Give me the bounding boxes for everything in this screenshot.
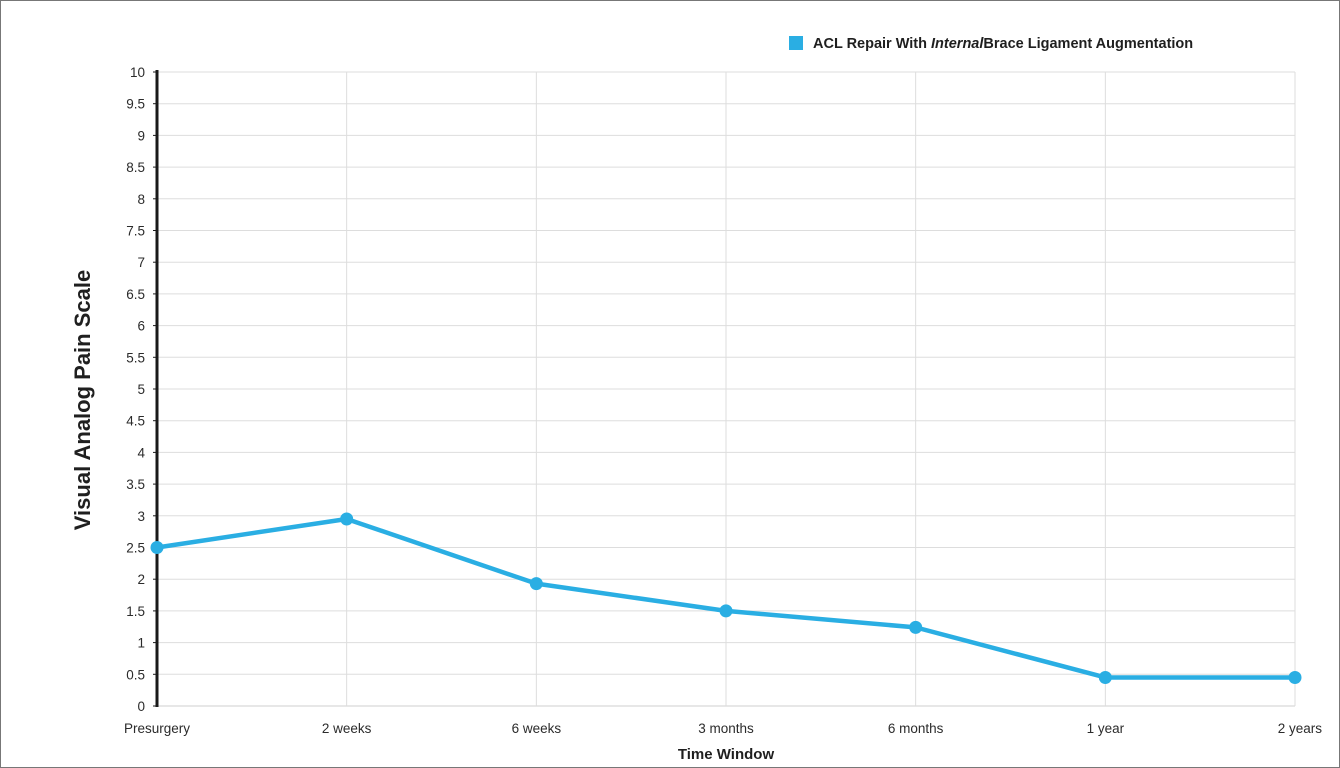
y-tick-label: 7 [137,255,145,270]
y-tick-label: 1 [137,636,145,651]
y-tick-label: 4.5 [126,414,145,429]
data-point [1288,670,1302,684]
x-tick-label: 6 weeks [512,721,562,736]
y-tick-label: 8.5 [126,160,145,175]
y-tick-label: 3 [137,509,145,524]
y-tick-label: 2.5 [126,541,145,556]
x-tick-label: 3 months [698,721,754,736]
legend-label-part-1: ACL Repair With [813,36,931,52]
data-point [909,620,923,634]
data-point [150,541,164,554]
legend: ACL Repair With InternalBrace Ligament A… [789,36,1193,52]
series-layer [150,512,1302,684]
y-axis-label: Visual Analog Pain Scale [70,270,95,530]
x-tick-label: 2 weeks [322,721,372,736]
x-tick-label: 6 months [888,721,944,736]
y-tick-label: 2 [137,572,145,587]
data-point [719,604,733,618]
legend-label: ACL Repair With InternalBrace Ligament A… [813,36,1193,52]
y-tick-label: 9 [137,128,145,143]
y-tick-labels: 0 0.5 1 1.5 2 2.5 3 3.5 4 4.5 5 5.5 6 6.5 7 7.5 8 8.5 9 9.5… [126,65,157,714]
x-tick-label: 2 years [1278,721,1323,736]
y-tick-label: 3.5 [126,477,145,492]
y-tick-label: 0.5 [126,667,145,682]
y-tick-label: 5.5 [126,350,145,365]
x-tick-label: Presurgery [124,721,190,736]
x-tick-labels: Presurgery 2 weeks 6 weeks 3 months 6 months… [124,721,1322,736]
legend-label-part-3: Brace Ligament Augmentation [983,36,1193,52]
y-tick-label: 9.5 [126,97,145,112]
y-tick-label: 6 [137,319,145,334]
y-tick-label: 0 [137,699,145,714]
y-tick-label: 7.5 [126,224,145,239]
y-tick-label: 8 [137,192,145,207]
y-tick-label: 1.5 [126,604,145,619]
y-tick-label: 5 [137,382,145,397]
data-point [340,512,354,526]
y-tick-label: 10 [130,65,145,80]
legend-label-part-2: Internal [931,36,984,52]
y-tick-label: 4 [137,445,145,460]
x-axis-label: Time Window [678,746,775,763]
x-tick-label: 1 year [1087,721,1125,736]
legend-swatch [789,36,803,50]
data-point [1098,670,1112,684]
data-point [529,577,543,591]
y-tick-label: 6.5 [126,287,145,302]
